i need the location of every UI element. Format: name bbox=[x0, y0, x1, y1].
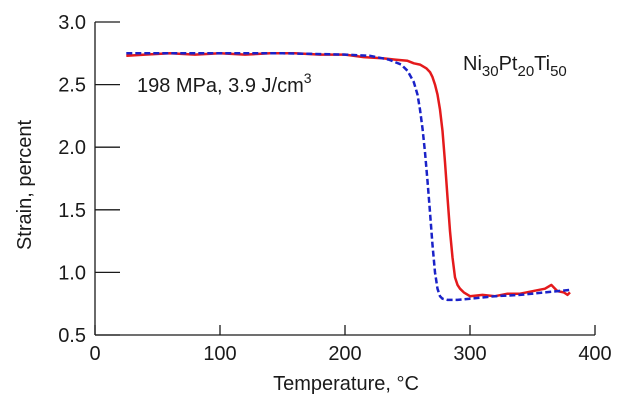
alloy-element: Pt bbox=[499, 53, 518, 75]
alloy-subscript: 50 bbox=[550, 63, 567, 80]
x-tick-label: 0 bbox=[89, 343, 100, 365]
y-tick-label: 2.5 bbox=[58, 75, 86, 97]
series-line-dashed bbox=[126, 52, 571, 302]
alloy-subscript: 20 bbox=[517, 63, 534, 80]
x-axis-title: Temperature, °C bbox=[273, 373, 419, 395]
y-tick-label: 1.5 bbox=[58, 200, 86, 222]
y-axis-title: Strain, percent bbox=[14, 120, 36, 251]
y-tick-label: 0.5 bbox=[58, 325, 86, 347]
alloy-element: Ti bbox=[534, 53, 550, 75]
condition-text: 198 MPa, 3.9 J/cm bbox=[137, 75, 304, 97]
condition-annotation: 198 MPa, 3.9 J/cm3 bbox=[137, 70, 312, 97]
series-layer bbox=[126, 52, 571, 302]
axes: 0 100 200 300 400 0.5 1.0 1.5 2.0 2.5 3.0 bbox=[58, 12, 612, 365]
x-tick-label: 400 bbox=[578, 343, 611, 365]
alloy-subscript: 30 bbox=[482, 63, 499, 80]
y-tick-label: 3.0 bbox=[58, 12, 86, 34]
x-tick-label: 100 bbox=[203, 343, 236, 365]
alloy-element: Ni bbox=[463, 53, 482, 75]
condition-superscript: 3 bbox=[304, 70, 312, 86]
alloy-annotation: Ni30Pt20Ti50 bbox=[463, 53, 567, 80]
x-tick-label: 300 bbox=[453, 343, 486, 365]
y-tick-label: 2.0 bbox=[58, 137, 86, 159]
annotations: 198 MPa, 3.9 J/cm3 Ni30Pt20Ti50 bbox=[137, 53, 567, 97]
y-tick-label: 1.0 bbox=[58, 262, 86, 284]
x-tick-label: 200 bbox=[328, 343, 361, 365]
